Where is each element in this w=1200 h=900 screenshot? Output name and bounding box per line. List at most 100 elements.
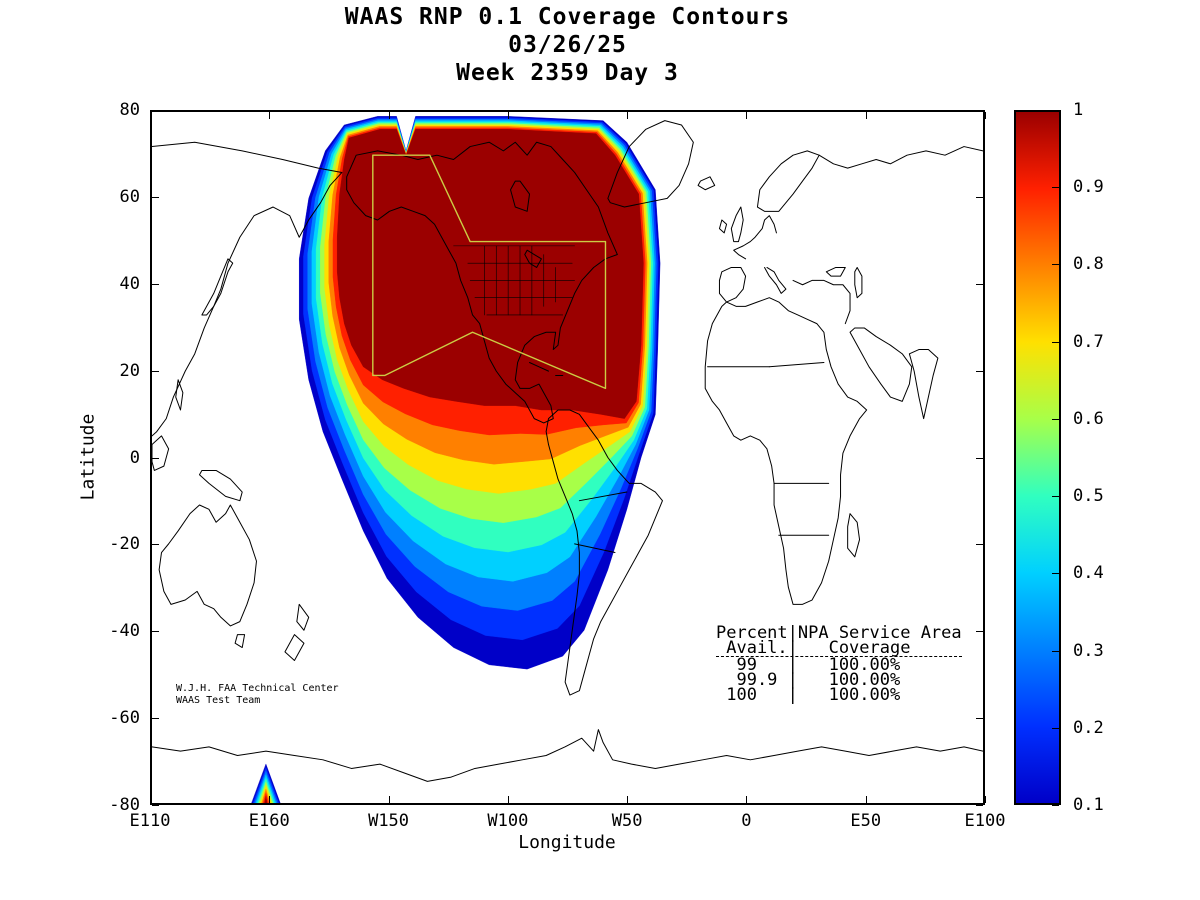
coastline (202, 259, 233, 315)
coastline (698, 177, 715, 190)
colorbar-tick-label: 0.5 (1073, 486, 1104, 507)
coastlines (152, 121, 983, 782)
colorbar-tick-label: 0.9 (1073, 177, 1104, 198)
y-axis-tick-mark (976, 544, 983, 546)
colorbar-tick-label: 0.6 (1073, 408, 1104, 429)
coastline (855, 267, 862, 297)
chart-title: WAAS RNP 0.1 Coverage Contours (344, 4, 791, 30)
x-axis-tick-mark (269, 796, 271, 803)
title-block: WAAS RNP 0.1 Coverage Contours 03/26/25 … (150, 3, 985, 87)
coastline (850, 328, 912, 401)
y-axis-tick-mark (152, 631, 159, 633)
colorbar-tick-label: 0.7 (1073, 331, 1104, 352)
x-axis-tick-mark (388, 112, 390, 119)
y-axis-tick-mark (152, 718, 159, 720)
y-tick-label: -40 (109, 621, 140, 642)
x-axis-label: Longitude (518, 832, 616, 853)
coastline (608, 121, 693, 207)
table-data-row: 100 | 100.00% (716, 685, 901, 705)
y-axis-tick-mark (976, 283, 983, 285)
y-axis-tick-mark (152, 283, 159, 285)
y-axis-tick-mark (976, 110, 983, 111)
coastline (176, 380, 183, 410)
y-tick-label: -20 (109, 534, 140, 555)
x-tick-label: W150 (368, 811, 410, 831)
x-tick-label: W100 (487, 811, 529, 831)
table-data-row: 99 | 100.00% (716, 655, 901, 675)
x-tick-label: E110 (129, 811, 171, 831)
colorbar-tick-label: 0.4 (1073, 563, 1104, 584)
y-axis-tick-mark (976, 805, 983, 806)
x-axis-tick-mark (746, 796, 748, 803)
coastline (909, 350, 937, 419)
map-plot-area (150, 110, 985, 805)
colorbar-tick-mark (1052, 650, 1059, 652)
coastline (848, 514, 860, 557)
x-axis-tick-mark (865, 796, 867, 803)
y-axis-tick-mark (152, 805, 159, 806)
coastline (757, 151, 819, 211)
x-axis-tick-mark (150, 112, 151, 119)
x-axis-tick-mark (507, 796, 509, 803)
colorbar-tick-label: 0.8 (1073, 254, 1104, 275)
contour-level-1 (337, 129, 643, 418)
coastline (530, 362, 549, 371)
y-axis-tick-mark (976, 631, 983, 633)
x-tick-label: 0 (741, 811, 752, 831)
x-tick-label: E50 (850, 811, 882, 831)
table-data-row: 99.9 | 100.00% (716, 670, 901, 690)
x-axis-tick-mark (746, 112, 748, 119)
y-axis-tick-mark (152, 544, 159, 546)
y-axis-tick-mark (152, 110, 159, 111)
y-axis-tick-mark (152, 370, 159, 372)
chart-week-day: Week 2359 Day 3 (456, 60, 679, 86)
coastline (285, 635, 304, 661)
coastline (793, 280, 850, 323)
coastline (525, 250, 542, 267)
table-header-row: Percent|NPA Service Area (716, 623, 962, 643)
y-axis-tick-mark (976, 457, 983, 459)
availability-table: Percent|NPA Service Area Avail.| Coverag… (716, 623, 962, 705)
coastline (734, 216, 777, 259)
coastline (511, 181, 530, 211)
y-axis-tick-mark (152, 196, 159, 198)
colorbar-tick-mark (1052, 341, 1059, 343)
y-tick-label: 60 (119, 186, 140, 207)
coastline (159, 505, 256, 626)
coastline (765, 267, 786, 293)
x-axis-tick-mark (985, 796, 986, 803)
colorbar-tick-mark (1052, 110, 1059, 111)
state-boundaries (454, 246, 575, 315)
chart-date: 03/26/25 (508, 32, 627, 58)
y-axis-tick-mark (152, 457, 159, 459)
colorbar-tick-mark (1052, 573, 1059, 575)
coastline (719, 267, 745, 302)
npa-service-area-boundary (373, 155, 606, 388)
coverage-contours (252, 116, 660, 803)
service-area-outline (373, 155, 606, 388)
coastline (152, 142, 342, 436)
credit-text: W.J.H. FAA Technical Center WAAS Test Te… (176, 683, 339, 707)
coastline (826, 267, 845, 276)
x-axis-tick-mark (985, 112, 986, 119)
x-tick-label: E100 (964, 811, 1006, 831)
coastline (297, 604, 309, 630)
x-axis-tick-mark (150, 796, 151, 803)
y-tick-label: -80 (109, 795, 140, 815)
colorbar-tick-label: 0.3 (1073, 640, 1104, 661)
colorbar-tick-mark (1052, 496, 1059, 498)
y-tick-label: 20 (119, 360, 140, 381)
y-tick-label: -60 (109, 708, 140, 729)
coastline (235, 635, 244, 648)
coastline (347, 142, 618, 423)
x-tick-label: W50 (611, 811, 643, 831)
antarctic-contour-level-1 (265, 797, 267, 803)
coastline (152, 730, 983, 782)
x-axis-tick-mark (388, 796, 390, 803)
x-axis-tick-mark (507, 112, 509, 119)
y-tick-label: 80 (119, 100, 140, 120)
x-axis-tick-mark (269, 112, 271, 119)
coastline (579, 492, 626, 501)
coastline (731, 207, 743, 242)
